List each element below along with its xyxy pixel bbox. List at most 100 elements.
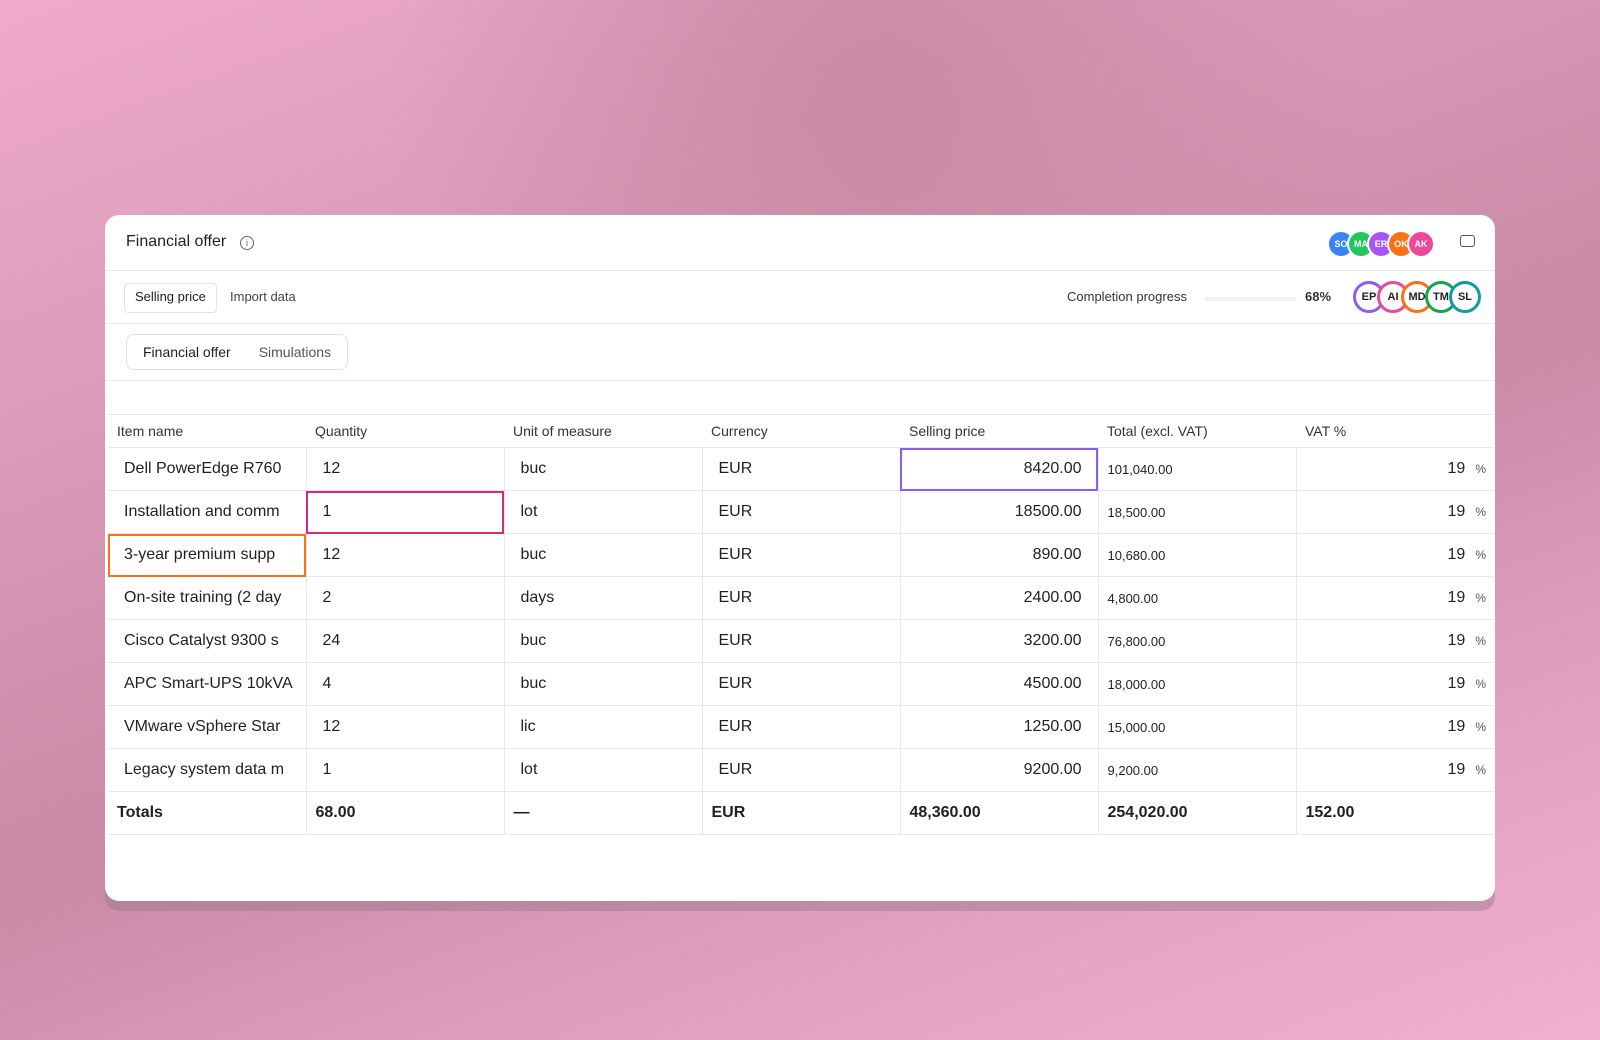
table-cell[interactable]: EUR (701, 748, 901, 792)
vat-unit: % (1475, 591, 1486, 605)
table-cell[interactable]: buc (503, 619, 703, 663)
table-cell[interactable]: 19% (1295, 705, 1494, 749)
avatar[interactable]: MA (1347, 230, 1375, 258)
totals-cell: EUR (701, 791, 901, 835)
offer-table: Item name Quantity Unit of measure Currency… (108, 414, 1494, 835)
table-cell[interactable]: 101,040.00 (1097, 447, 1297, 491)
table-cell[interactable]: EUR (701, 662, 901, 706)
table-cell[interactable]: 9,200.00 (1097, 748, 1297, 792)
vat-value: 19 (1447, 761, 1466, 778)
table-cell[interactable]: On-site training (2 day (108, 576, 307, 620)
table-cell[interactable]: EUR (701, 447, 901, 491)
column-header: Quantity (306, 414, 504, 448)
segment[interactable]: Financial offer (143, 344, 231, 360)
table-cell[interactable]: 18,000.00 (1097, 662, 1297, 706)
table-cell[interactable]: APC Smart-UPS 10kVA (108, 662, 307, 706)
table-cell[interactable]: 19% (1295, 447, 1494, 491)
table-cell[interactable]: lot (503, 748, 703, 792)
table-cell[interactable]: 19% (1295, 619, 1494, 663)
table-cell[interactable]: buc (503, 447, 703, 491)
collaborators: EP AI MD TM SL (1353, 281, 1481, 313)
totals-row: Totals 68.00— EUR 48,360.00 254,020.00 152.00 (108, 791, 1494, 835)
header-row: Item name Quantity Unit of measure Currency… (108, 414, 1494, 448)
totals-cell: 68.00 (305, 791, 505, 835)
table-cell[interactable]: 19% (1295, 662, 1494, 706)
segment[interactable]: Simulations (258, 344, 332, 360)
table-cell[interactable]: 2400.00 (899, 576, 1099, 620)
table-cell[interactable]: 15,000.00 (1097, 705, 1297, 749)
collaborator[interactable]: SL (1449, 281, 1481, 313)
table-cell[interactable]: 1 (305, 748, 505, 792)
vat-unit: % (1475, 634, 1486, 648)
table-cell[interactable]: 19% (1295, 490, 1494, 534)
table-row: APC Smart-UPS 10kVA 4 buc EUR 4500.00 18,000.… (108, 662, 1494, 706)
vat-unit: % (1475, 462, 1486, 476)
collaborator[interactable]: MD (1401, 281, 1433, 313)
table-cell[interactable]: 12 (305, 447, 505, 491)
avatar[interactable]: AK (1407, 230, 1435, 258)
toolbar: Selling price Import data Completion pro… (105, 270, 1495, 324)
table-cell[interactable]: 3200.00 (899, 619, 1099, 663)
table-cell[interactable]: 18,500.00 (1097, 490, 1297, 534)
table-cell[interactable]: buc (503, 662, 703, 706)
vat-value: 19 (1447, 589, 1466, 606)
table-cell[interactable]: 890.00 (899, 533, 1099, 577)
table-cell[interactable]: EUR (701, 705, 901, 749)
table-cell[interactable]: 24 (305, 619, 505, 663)
column-header: Total (excl. VAT) (1098, 414, 1296, 448)
table-cell[interactable]: VMware vSphere Star (108, 705, 307, 749)
column-header: Unit of measure (504, 414, 702, 448)
segmented-control: Financial offer Simulations (126, 334, 349, 370)
totals-cell: 152.00 (1295, 791, 1494, 835)
totals-cell: — (503, 791, 703, 835)
table-cell[interactable]: Legacy system data m (108, 748, 307, 792)
table-cell[interactable]: 4,800.00 (1097, 576, 1297, 620)
table-cell[interactable]: 9200.00 (899, 748, 1099, 792)
table-cell[interactable]: days (503, 576, 703, 620)
table-cell[interactable]: EUR (701, 490, 901, 534)
progress-text: 68% (1305, 289, 1332, 304)
totals-cell: 254,020.00 (1097, 791, 1297, 835)
table-cell[interactable]: 19% (1295, 748, 1494, 792)
table-cell[interactable]: Installation and comm (108, 490, 307, 534)
table-cell[interactable]: lot (503, 490, 703, 534)
table-cell[interactable]: 1 (305, 490, 505, 534)
table-cell[interactable]: EUR (701, 576, 901, 620)
table-cell[interactable]: 12 (305, 533, 505, 577)
table-cell[interactable]: Dell PowerEdge R760 (108, 447, 307, 491)
table-cell[interactable]: 8420.00 (899, 447, 1099, 491)
table-row: VMware vSphere Star 12 lic EUR 1250.00 15,000… (108, 705, 1494, 749)
card-title: Financial offer (126, 233, 227, 250)
table-cell[interactable]: buc (503, 533, 703, 577)
table-row: Dell PowerEdge R760 12 buc EUR 8420.00 101,04… (108, 447, 1494, 491)
info-icon[interactable]: i (240, 236, 254, 250)
tab[interactable]: Import data (230, 289, 296, 304)
table-cell[interactable]: 76,800.00 (1097, 619, 1297, 663)
table-row: 3-year premium supp 12 buc EUR 890.00 10,680.… (108, 533, 1494, 577)
vat-value: 19 (1447, 632, 1466, 649)
table-cell[interactable]: EUR (701, 619, 901, 663)
table-cell[interactable]: EUR (701, 533, 901, 577)
table-cell[interactable]: 3-year premium supp (108, 533, 307, 577)
divider (105, 380, 1495, 381)
table-cell[interactable]: 10,680.00 (1097, 533, 1297, 577)
vat-value: 19 (1447, 546, 1466, 563)
table-cell[interactable]: 12 (305, 705, 505, 749)
table-body: Dell PowerEdge R760 12 buc EUR 8420.00 101,04… (108, 447, 1494, 835)
table-cell[interactable]: Cisco Catalyst 9300 s (108, 619, 307, 663)
table-cell[interactable]: 18500.00 (899, 490, 1099, 534)
viewer-avatars: SO MA ER OK AK (1327, 230, 1435, 258)
comments-icon[interactable] (1460, 235, 1475, 247)
table-cell[interactable]: 2 (305, 576, 505, 620)
table-cell[interactable]: 19% (1295, 576, 1494, 620)
table-cell[interactable]: 4 (305, 662, 505, 706)
table-cell[interactable]: 4500.00 (899, 662, 1099, 706)
table-cell[interactable]: 19% (1295, 533, 1494, 577)
vat-value: 19 (1447, 503, 1466, 520)
table-cell[interactable]: lic (503, 705, 703, 749)
tab[interactable]: Selling price (124, 283, 217, 313)
vat-value: 19 (1447, 460, 1466, 477)
table-cell[interactable]: 1250.00 (899, 705, 1099, 749)
progress-label: Completion progress (1067, 289, 1187, 304)
